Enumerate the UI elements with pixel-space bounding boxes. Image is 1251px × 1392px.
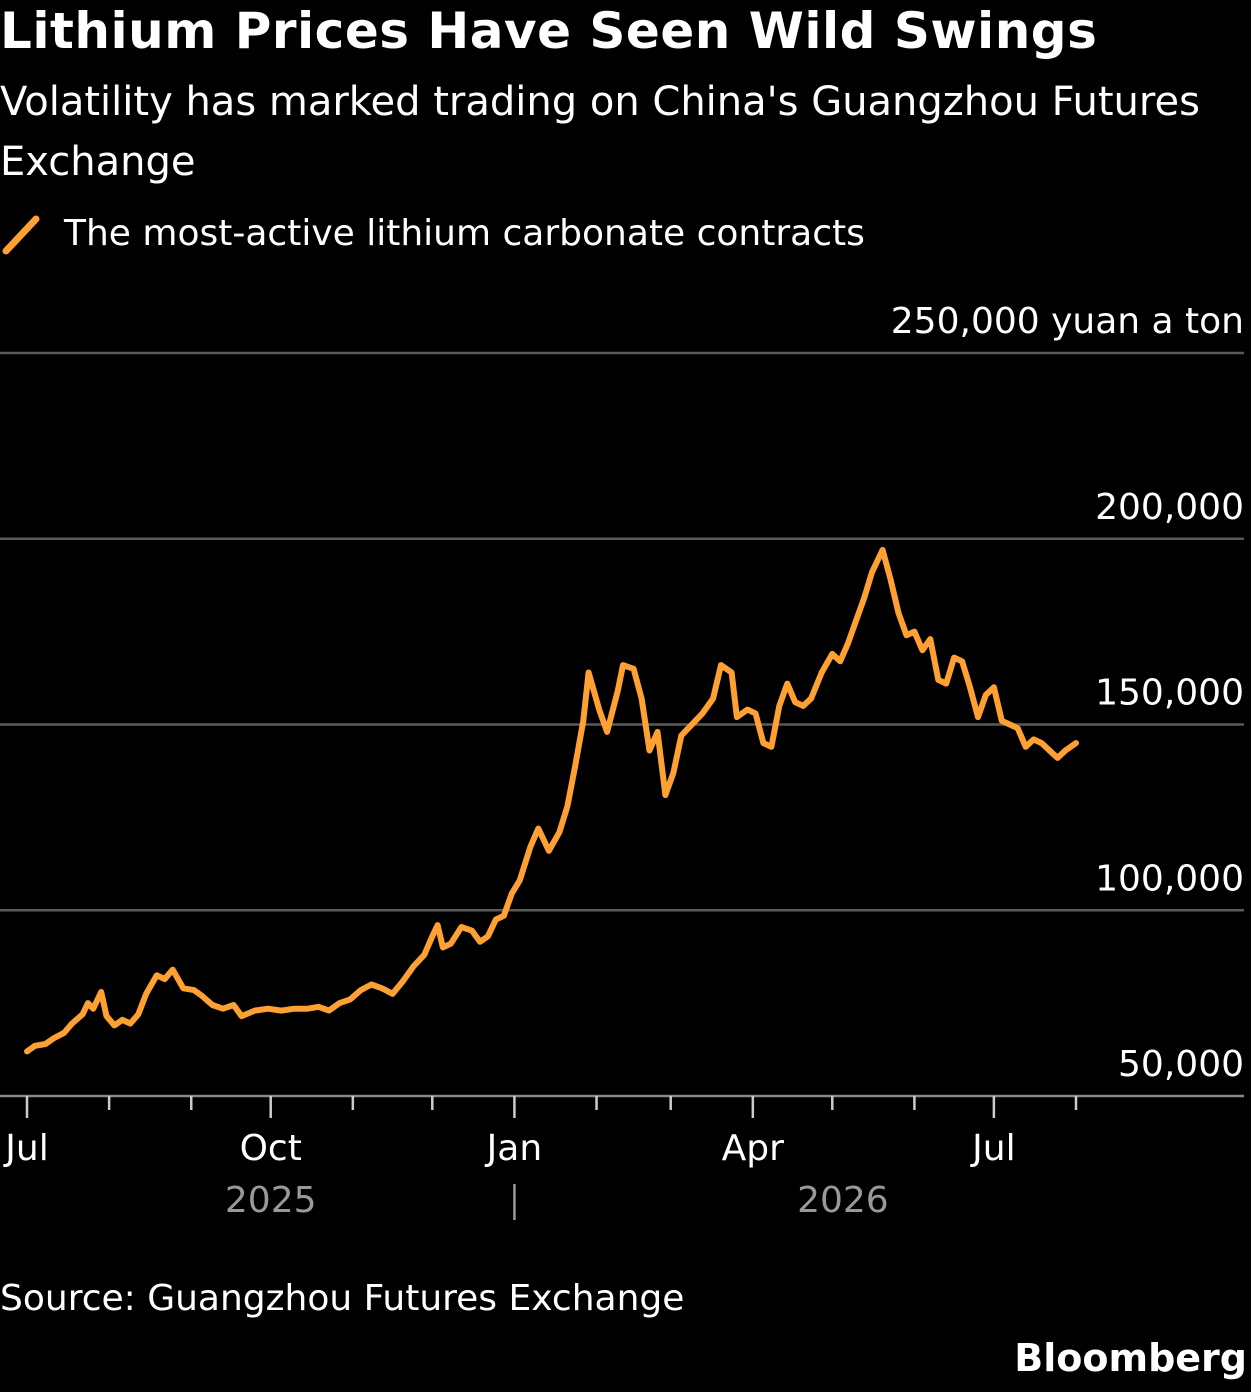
x-tick-label: Jul xyxy=(3,1128,48,1169)
y-tick-label: 250,000 yuan a ton xyxy=(891,301,1244,342)
y-tick-label: 100,000 xyxy=(1095,858,1244,899)
y-tick-label: 200,000 xyxy=(1095,487,1244,528)
chart-title: Lithium Prices Have Seen Wild Swings xyxy=(0,2,1098,60)
chart-subtitle: Volatility has marked trading on China's… xyxy=(0,79,1200,185)
x-tick-label: Apr xyxy=(722,1128,784,1169)
x-tick-label: Jan xyxy=(485,1128,543,1169)
x-tick-label: Oct xyxy=(240,1128,302,1169)
legend: The most-active lithium carbonate contra… xyxy=(0,210,865,256)
year-label: 2025 xyxy=(225,1180,317,1221)
legend-swatch-line xyxy=(2,215,40,255)
legend-label: The most-active lithium carbonate contra… xyxy=(64,212,865,254)
bloomberg-logo: Bloomberg xyxy=(1014,1336,1247,1380)
y-tick-label: 150,000 xyxy=(1095,673,1244,714)
y-tick-label: 50,000 xyxy=(1118,1044,1244,1085)
year-label: 2026 xyxy=(797,1180,889,1221)
x-tick-label: Jul xyxy=(970,1128,1015,1169)
source-note: Source: Guangzhou Futures Exchange xyxy=(0,1278,685,1319)
series-line xyxy=(24,546,1079,1055)
legend-line-swatch xyxy=(2,215,40,255)
